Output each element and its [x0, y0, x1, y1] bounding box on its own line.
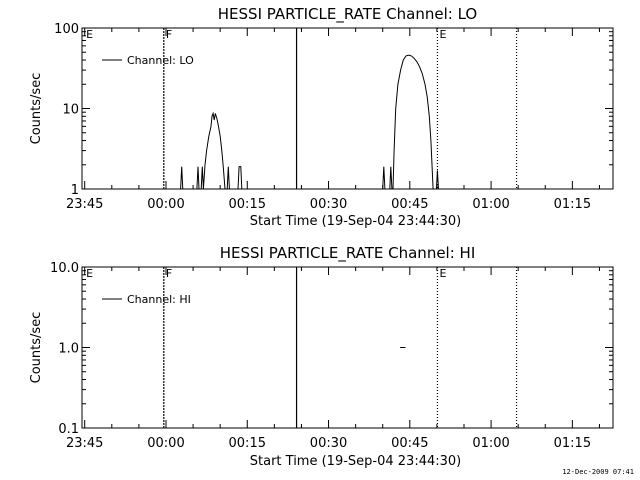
panel2-x-tick-label-1: 00:00 — [147, 436, 184, 451]
panel1-series-segment-1 — [196, 166, 200, 190]
panel2-frame — [81, 266, 614, 429]
panel2-y-tick-label-2: 10.0 — [50, 261, 79, 276]
panel1-y-tick-label-1: 10 — [62, 103, 79, 118]
panel1-x-tick-label-1: 00:00 — [147, 197, 184, 212]
panel2-x-tick-label-0: 23:45 — [66, 436, 103, 451]
panel1-marker-label-0: E — [86, 28, 93, 41]
panel1-marker-label-3: E — [439, 28, 446, 41]
panel1-x-axis-label: Start Time (19-Sep-04 23:44:30) — [250, 214, 461, 229]
panel1-x-tick-label-5: 01:00 — [472, 197, 509, 212]
panel1-y-axis-label: Counts/sec — [29, 73, 44, 145]
panel2-x-tick-label-2: 00:15 — [229, 436, 266, 451]
panel2-y-axis-label: Counts/sec — [29, 312, 44, 384]
panel1-x-tick-label-4: 00:45 — [391, 197, 428, 212]
footer-timestamp: 12-Dec-2009 07:41 — [562, 468, 634, 476]
panel1-y-tick-label-2: 100 — [54, 22, 79, 37]
panel1-series-segment-3 — [202, 111, 226, 190]
panel1-y-tick-label-0: 1 — [71, 183, 79, 198]
panel1-x-tick-label-6: 01:15 — [554, 197, 591, 212]
panel2-x-tick-label-3: 00:30 — [310, 436, 347, 451]
panel2-x-tick-label-4: 00:45 — [391, 436, 428, 451]
panel1-legend-label: Channel: LO — [127, 54, 194, 67]
panel2-marker-label-0: E — [86, 267, 93, 280]
panel1-title: HESSI PARTICLE_RATE Channel: LO — [218, 5, 477, 24]
panel2-marker-label-3: E — [439, 267, 446, 280]
panel1-series-segment-7 — [389, 166, 393, 190]
panel2-title: HESSI PARTICLE_RATE Channel: HI — [220, 244, 476, 263]
panel1-series-segment-2 — [200, 166, 204, 190]
panel1-series-segment-8 — [392, 54, 434, 190]
panel2-y-tick-label-0: 0.1 — [58, 422, 79, 437]
panel1-x-tick-label-3: 00:30 — [310, 197, 347, 212]
panel1-frame — [81, 27, 614, 190]
panel1-x-tick-label-2: 00:15 — [229, 197, 266, 212]
panel2-x-axis-label: Start Time (19-Sep-04 23:44:30) — [250, 454, 461, 469]
panel2-x-tick-label-6: 01:15 — [554, 436, 591, 451]
panel1-x-tick-label-0: 23:45 — [66, 197, 103, 212]
panel2-y-tick-label-1: 1.0 — [58, 342, 79, 357]
panel2-marker-label-1: F — [166, 267, 172, 280]
panel2-x-tick-label-5: 01:00 — [472, 436, 509, 451]
panel2-legend-label: Channel: HI — [127, 293, 191, 306]
panel1-series-segment-6 — [382, 166, 386, 190]
panel1-marker-label-1: F — [166, 28, 172, 41]
panel1-series-segment-9 — [435, 170, 439, 190]
panel1-series-segment-5 — [237, 166, 243, 190]
panel1-series-segment-0 — [180, 166, 184, 190]
panel1-series-segment-4 — [226, 166, 230, 190]
